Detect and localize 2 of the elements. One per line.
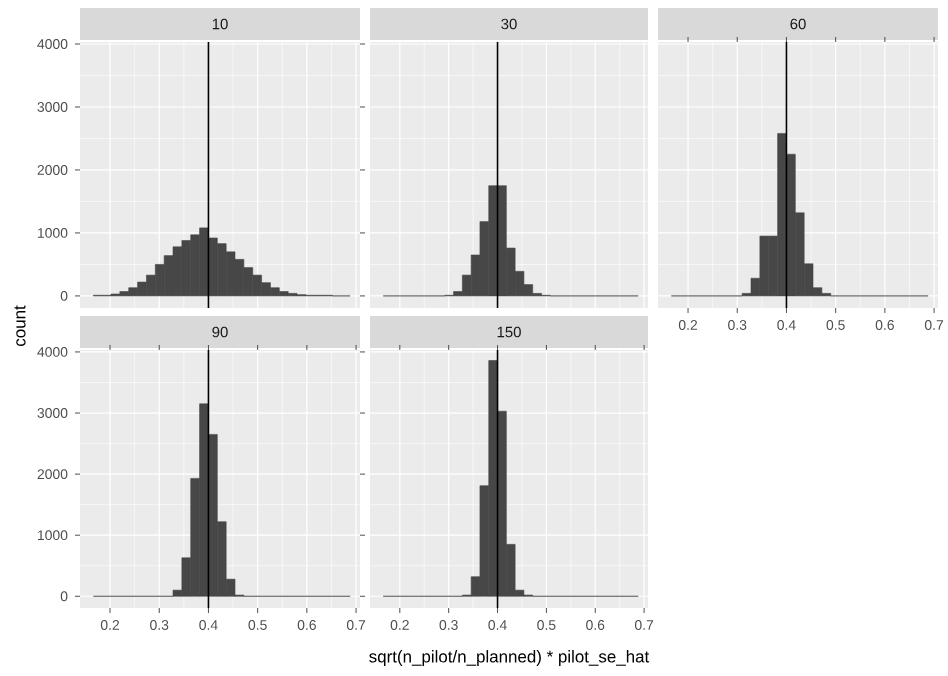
x-axis-title: sqrt(n_pilot/n_planned) * pilot_se_hat <box>369 650 650 666</box>
y-axis-title: count <box>14 305 26 346</box>
